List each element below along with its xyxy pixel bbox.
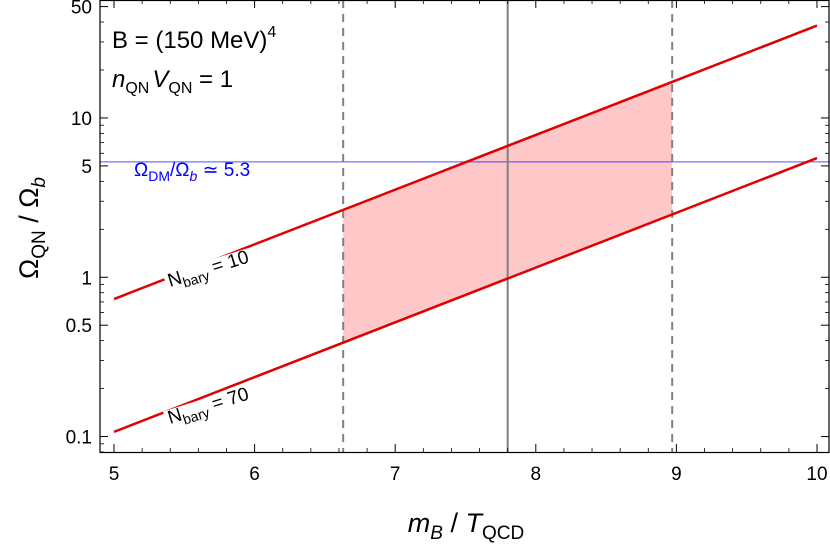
x-tick-label: 9 xyxy=(671,464,682,485)
dm-slash: / xyxy=(170,160,176,181)
y-tick-label: 1 xyxy=(81,268,92,289)
series-label-nbary-10: Nbary = 10 xyxy=(165,247,252,295)
series-label-nbary-70-n: N xyxy=(165,405,184,429)
dm-omega-sub: DM xyxy=(148,168,170,184)
annotation-n: n xyxy=(112,66,125,93)
y-tick-label: 50 xyxy=(71,0,92,19)
y-tick-label: 0.5 xyxy=(66,316,92,337)
series-label-nbary-10-background xyxy=(162,247,255,294)
annotation-energy-scale-text: B = (150 MeV) xyxy=(112,27,267,54)
x-axis-title: mB / TQCD xyxy=(408,508,524,544)
x-tick-label: 5 xyxy=(109,464,120,485)
y-tick-label: 10 xyxy=(71,109,92,130)
annotation-equals: = 1 xyxy=(192,66,233,93)
ticks-layer: 5 6 7 8 9 10 0.1 0.5 1 5 10 50 xyxy=(66,0,829,485)
annotation-energy-scale-exponent: 4 xyxy=(267,24,276,41)
x-axis-title-sep: / xyxy=(443,508,466,538)
x-tick-label: 7 xyxy=(390,464,401,485)
series-line-nbary-70 xyxy=(113,156,818,434)
x-axis-title-t: T xyxy=(465,508,484,538)
dark-matter-ratio-label: ΩDM/Ωb ≃ 5.3 xyxy=(134,160,250,184)
y-axis-title-omega-b-sub: b xyxy=(29,177,50,188)
y-axis-title-omega: Ω xyxy=(14,259,44,279)
x-tick-label: 6 xyxy=(249,464,260,485)
y-axis-title-omega-b: Ω xyxy=(14,188,44,208)
dark-matter-ratio-label-background xyxy=(132,163,253,181)
series-label-nbary-70: Nbary = 70 xyxy=(165,384,252,432)
plot-frame xyxy=(99,0,830,454)
x-tick-label: 8 xyxy=(531,464,542,485)
y-tick-label: 5 xyxy=(81,157,92,178)
dm-omega: Ω xyxy=(134,160,148,181)
series-label-nbary-70-sub: bary xyxy=(181,404,212,427)
x-axis-title-t-sub: QCD xyxy=(482,523,524,544)
series-label-nbary-70-background xyxy=(162,384,255,431)
x-tick-label: 10 xyxy=(806,464,827,485)
annotation-volume-condition: nQN VQN = 1 xyxy=(112,66,233,97)
x-axis-title-m-sub: B xyxy=(430,523,443,544)
y-axis-title: ΩQN / Ωb xyxy=(14,177,50,279)
labels-layer: B = (150 MeV)4 nQN VQN = 1 ΩDM/Ωb ≃ 5.3 N… xyxy=(14,24,524,544)
series-label-nbary-10-sub: bary xyxy=(181,267,212,290)
annotation-n-sub: QN xyxy=(125,80,149,97)
y-tick-label: 0.1 xyxy=(66,428,92,449)
y-axis-title-omega-sub: QN xyxy=(29,230,50,259)
annotation-v-sub: QN xyxy=(168,80,192,97)
x-axis-title-m: m xyxy=(408,508,431,538)
annotation-energy-scale: B = (150 MeV)4 xyxy=(112,24,276,54)
series-label-nbary-10-n: N xyxy=(165,268,184,292)
dm-omega-b: Ω xyxy=(175,160,189,181)
dm-value: ≃ 5.3 xyxy=(197,160,250,181)
plot-frame-layer xyxy=(99,0,830,454)
y-axis-title-sep: / xyxy=(14,208,44,231)
dm-omega-b-sub: b xyxy=(190,168,198,184)
annotation-v: V xyxy=(152,66,170,93)
